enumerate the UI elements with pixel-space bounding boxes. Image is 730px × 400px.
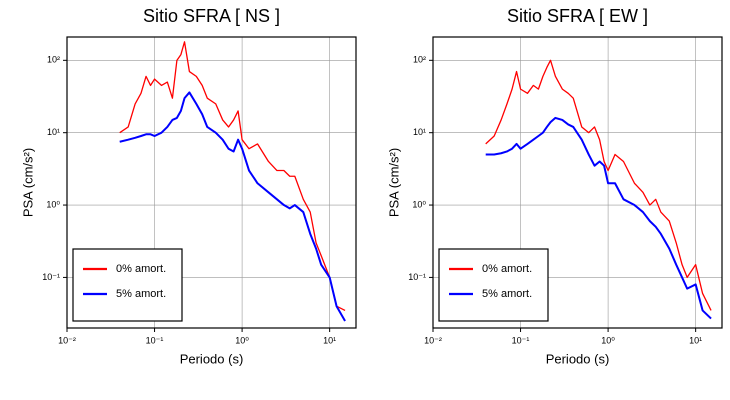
x-axis-label: Periodo (s) — [180, 351, 244, 366]
x-axis-label: Periodo (s) — [546, 351, 610, 366]
x-tick-label: 10⁰ — [235, 335, 249, 345]
plot-frame — [432, 36, 723, 329]
y-axis-label: PSA (cm/s²) — [386, 148, 401, 217]
x-tick-label: 10⁻² — [424, 335, 442, 345]
series-line — [485, 116, 712, 320]
chart-title: Sitio SFRA [ NS ] — [143, 6, 280, 26]
legend-label: 5% amort. — [482, 288, 532, 300]
y-tick-label: 10⁻¹ — [408, 272, 426, 282]
x-tick-label: 10⁻¹ — [512, 335, 530, 345]
legend-label: 0% amort. — [482, 263, 532, 275]
series-line — [119, 91, 346, 322]
y-tick-label: 10² — [47, 55, 60, 65]
y-tick-label: 10¹ — [47, 127, 60, 137]
series-line — [485, 59, 712, 311]
y-tick-label: 10⁻¹ — [42, 272, 60, 282]
series-line — [119, 41, 346, 311]
x-tick-label: 10⁻¹ — [146, 335, 164, 345]
y-tick-label: 10⁰ — [412, 199, 426, 209]
legend-label: 0% amort. — [116, 263, 166, 275]
y-tick-label: 10⁰ — [46, 199, 60, 209]
x-tick-label: 10⁰ — [601, 335, 615, 345]
legend-box — [72, 248, 183, 322]
legend-label: 5% amort. — [116, 288, 166, 300]
y-axis-label: PSA (cm/s²) — [20, 148, 35, 217]
x-tick-label: 10⁻² — [58, 335, 76, 345]
legend-box — [438, 248, 549, 322]
y-tick-label: 10¹ — [413, 127, 426, 137]
plot-frame — [66, 36, 357, 329]
x-tick-label: 10¹ — [323, 335, 336, 345]
y-tick-label: 10² — [413, 55, 426, 65]
x-tick-label: 10¹ — [689, 335, 702, 345]
chart-title: Sitio SFRA [ EW ] — [507, 6, 648, 26]
